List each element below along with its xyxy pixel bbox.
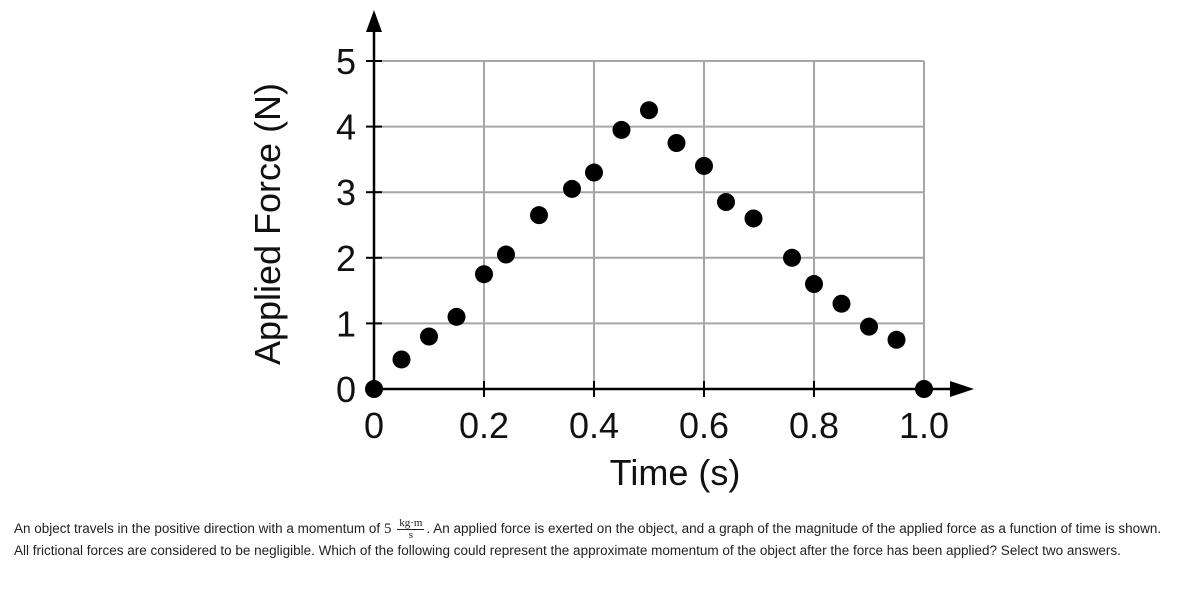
data-point — [392, 350, 411, 369]
data-point — [915, 380, 933, 398]
y-axis-label: Applied Force (N) — [247, 83, 288, 365]
data-point — [420, 327, 438, 346]
unit-numerator: kg·m — [397, 517, 425, 530]
data-point — [695, 156, 713, 175]
unit-denominator: s — [408, 529, 413, 541]
x-tick-label: 0.6 — [679, 405, 729, 446]
y-axis-arrow-icon — [366, 10, 382, 32]
data-point — [832, 294, 851, 313]
data-point — [744, 209, 763, 228]
data-point — [447, 307, 466, 326]
x-tick-label: 0.8 — [789, 405, 839, 446]
axes — [366, 10, 974, 397]
data-point — [365, 380, 383, 398]
data-point — [887, 330, 906, 349]
x-axis-arrow-icon — [950, 381, 974, 397]
data-point — [783, 248, 801, 267]
data-point — [640, 101, 658, 120]
grid — [374, 60, 925, 389]
y-tick-label: 0 — [336, 369, 356, 410]
x-tick-labels: 0 0.2 0.4 0.6 0.8 1.0 — [364, 381, 949, 446]
y-tick-label: 5 — [336, 41, 356, 82]
y-tick-label: 3 — [336, 172, 356, 213]
data-point — [585, 163, 603, 182]
question-body: . An applied force is exerted on the obj… — [14, 521, 1162, 558]
data-point — [475, 265, 493, 284]
y-tick-label: 1 — [336, 303, 356, 344]
momentum-value: 5 — [383, 521, 392, 538]
y-tick-label: 4 — [336, 107, 356, 148]
question-intro: An object travels in the positive direct… — [14, 521, 381, 537]
x-axis-label: Time (s) — [610, 452, 741, 493]
force-time-chart: 0 0.2 0.4 0.6 0.8 1.0 0 1 2 3 4 5 Time (s) Applied… — [247, 10, 974, 493]
y-tick-label: 2 — [336, 238, 356, 279]
y-tick-labels: 0 1 2 3 4 5 — [336, 41, 382, 410]
data-point — [497, 245, 515, 264]
data-point — [530, 206, 548, 225]
x-tick-label: 0.2 — [459, 405, 509, 446]
data-point — [563, 179, 581, 198]
data-point — [717, 193, 735, 212]
data-point — [612, 120, 631, 139]
data-point — [805, 275, 823, 294]
x-tick-label: 0.4 — [569, 405, 619, 446]
data-point — [860, 317, 878, 336]
momentum-unit: kg·m s — [397, 517, 425, 541]
data-points — [365, 101, 933, 398]
x-tick-label: 1.0 — [899, 405, 949, 446]
x-tick-label: 0 — [364, 405, 384, 446]
data-point — [667, 134, 686, 152]
question-text: An object travels in the positive direct… — [14, 518, 1174, 561]
